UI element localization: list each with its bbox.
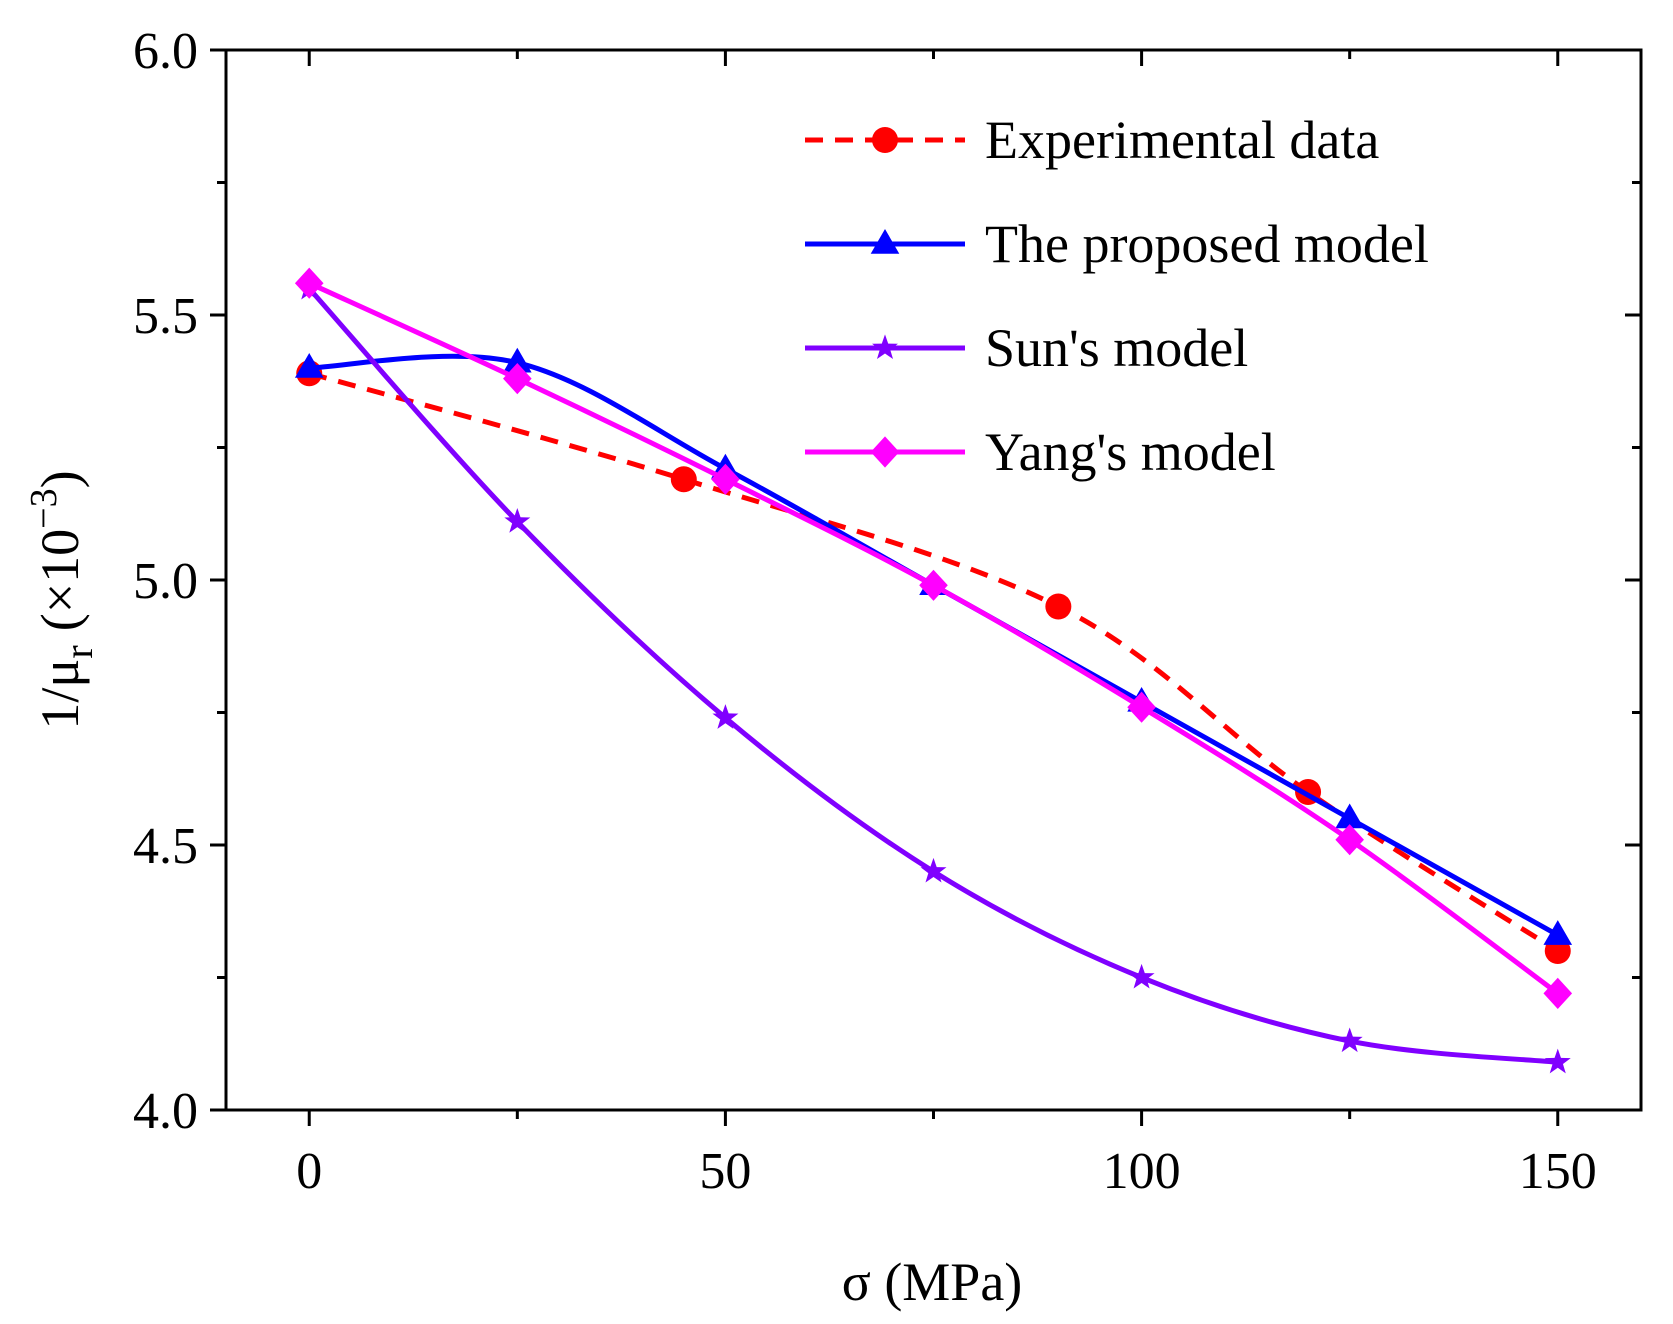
y-axis-title: 1/μr (×10−3) [23, 470, 101, 729]
legend: Experimental data The proposed model Sun's… [805, 110, 1429, 482]
data-point [1128, 963, 1155, 989]
data-point [504, 508, 531, 533]
legend-item-1: The proposed model [805, 214, 1429, 274]
y-axis-title-exponent: −3 [23, 488, 65, 528]
data-point [711, 463, 740, 495]
legend-marker [872, 127, 898, 153]
data-point [1127, 691, 1156, 723]
legend-marker [870, 436, 900, 468]
data-point [1543, 977, 1573, 1009]
axes-layer: 0 50 100 150 4.0 4.5 5.0 5.5 6.0 [133, 23, 1641, 1200]
y-tick-label: 6.0 [133, 23, 198, 80]
x-tick-label: 150 [1519, 1143, 1597, 1200]
series-3 [294, 267, 1573, 1009]
x-axis-title: σ (MPa) [842, 1252, 1023, 1312]
legend-item-2: Sun's model [805, 318, 1248, 378]
series-line [308, 370, 1560, 954]
series-layer [294, 267, 1573, 1074]
legend-label: Experimental data [985, 110, 1379, 170]
series-2 [296, 274, 1571, 1074]
data-point [503, 347, 532, 373]
series-line [309, 353, 1559, 938]
data-point [1335, 803, 1364, 829]
y-tick-label: 5.0 [133, 553, 198, 610]
legend-marker [870, 229, 900, 254]
series-line [308, 280, 1560, 996]
data-point [1543, 920, 1573, 945]
data-point [670, 466, 697, 493]
data-point [712, 704, 739, 729]
y-axis-title-subscript: r [56, 645, 101, 658]
legend-marker [872, 334, 898, 360]
legend-label: The proposed model [985, 214, 1429, 274]
data-point [919, 569, 948, 601]
legend-label: Yang's model [985, 422, 1276, 482]
data-point [1045, 593, 1072, 620]
data-point [294, 353, 324, 378]
y-tick-label: 5.5 [133, 288, 198, 345]
y-tick-label: 4.0 [133, 1083, 198, 1140]
series-1 [294, 347, 1573, 945]
series-line [307, 286, 1559, 1065]
legend-item-0: Experimental data [805, 110, 1379, 170]
data-point [1544, 1048, 1571, 1074]
x-tick-label: 50 [699, 1143, 751, 1200]
y-tick-label: 4.5 [133, 818, 198, 875]
data-point [1336, 1027, 1363, 1053]
y-axis-title-main: 1/μ [30, 659, 90, 730]
data-point [1335, 824, 1364, 856]
legend-label: Sun's model [985, 318, 1248, 378]
y-axis-title-scale: (×10 [30, 529, 90, 631]
data-point [294, 267, 324, 299]
data-point [503, 363, 532, 395]
y-axis-title-scale-close: ) [30, 470, 90, 488]
legend-item-3: Yang's model [805, 422, 1276, 482]
x-tick-label: 0 [296, 1143, 322, 1200]
x-tick-label: 100 [1103, 1143, 1181, 1200]
data-point [920, 857, 947, 883]
